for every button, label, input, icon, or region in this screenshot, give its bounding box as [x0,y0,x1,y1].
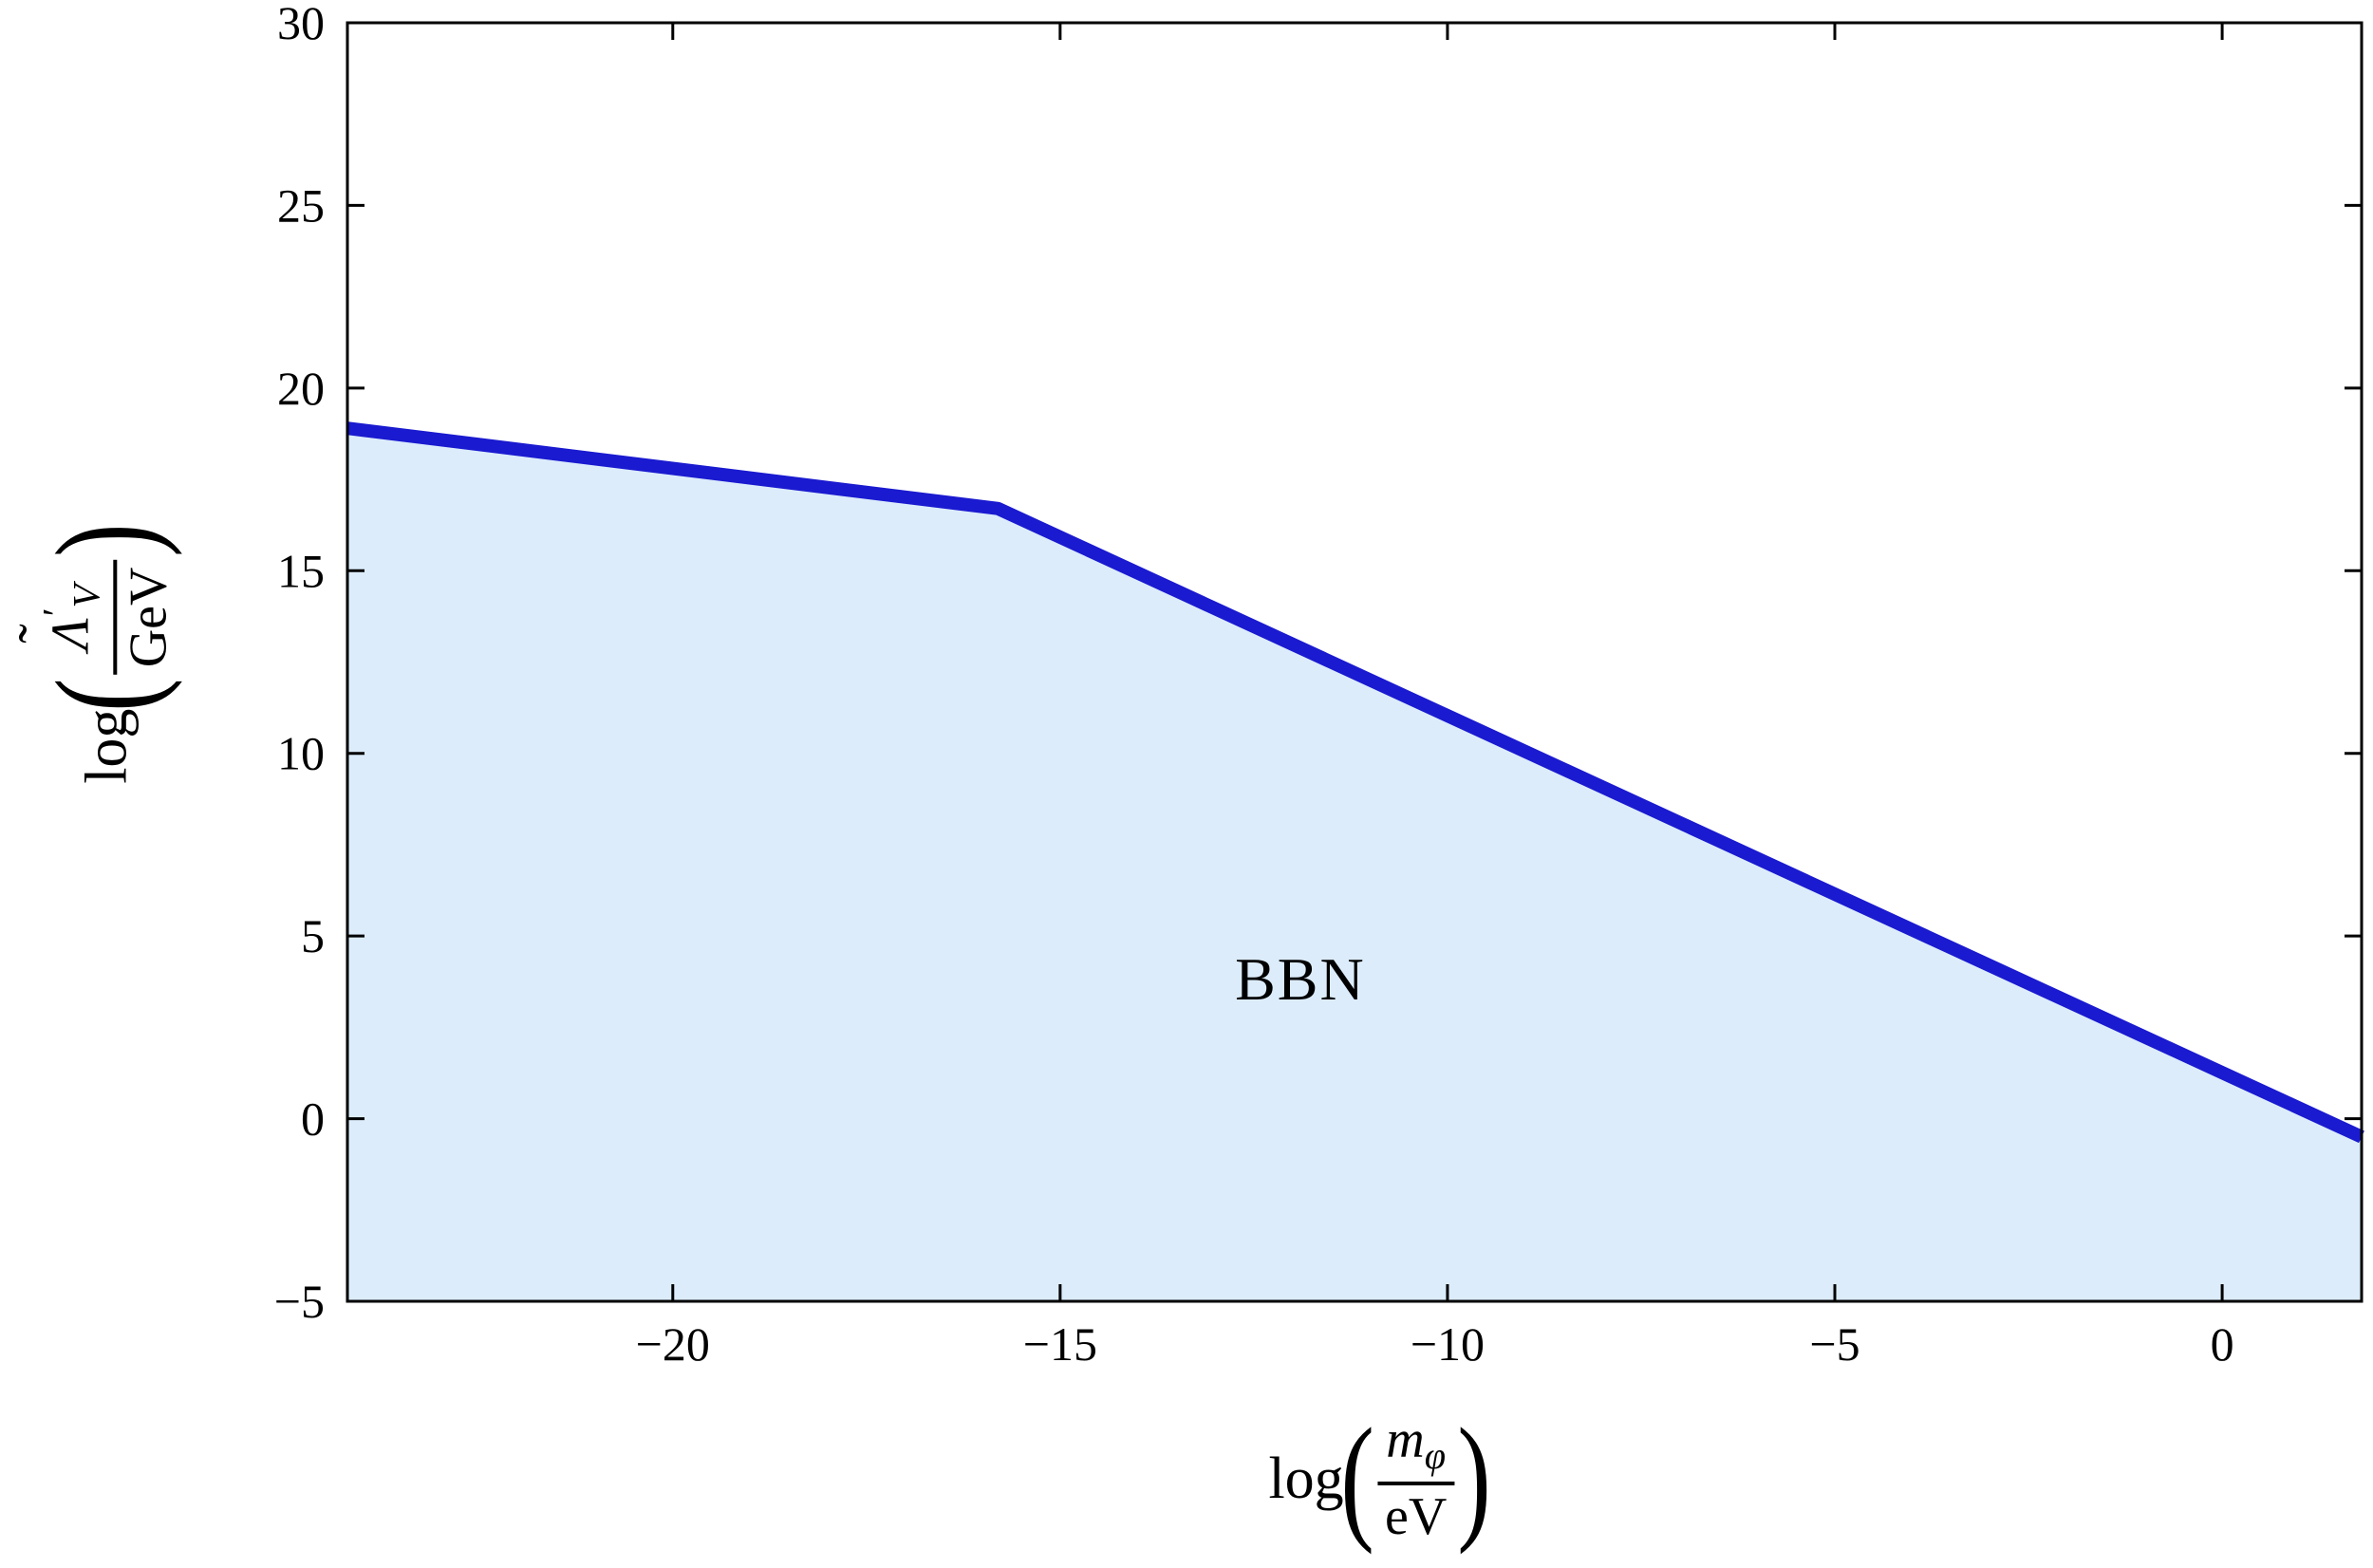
x-tick-label: −10 [1411,1317,1485,1371]
x-label-m: m [1386,1409,1425,1469]
y-label-denominator: GeV [118,567,178,668]
y-tick-label: −5 [274,1275,325,1328]
y-label-open-paren: ( [28,678,184,712]
x-label-numerator: mφ [1378,1409,1453,1477]
bbn-region-label: BBN [1235,945,1366,1014]
x-tick-label: 0 [2211,1317,2234,1371]
y-axis-label: log ( Λ ˜ ′V GeV ) [8,523,184,784]
x-label-log-text: log [1268,1447,1344,1511]
y-label-close-paren: ) [28,523,184,557]
x-axis-label: log ( mφ eV ) [1268,1400,1491,1557]
y-tick-label: 25 [277,178,325,232]
y-tick-label: 15 [277,544,325,597]
y-label-subscript: V [65,584,108,608]
x-tick-label: −15 [1023,1317,1097,1371]
x-label-denominator: eV [1384,1487,1448,1547]
bbn-boundary-line [346,421,2364,1144]
y-tick-label: 10 [277,727,325,780]
y-tick-label: 5 [301,909,325,962]
x-label-subscript: φ [1424,1433,1446,1477]
plot-frame [346,21,2364,1303]
x-label-fraction: mφ eV [1376,1409,1455,1547]
bbn-region-fill [347,428,2362,1302]
y-label-numerator: Λ ˜ ′V [8,577,108,658]
y-label-prime: ′ [34,607,78,617]
y-tick-label: 30 [277,0,325,49]
y-label-tilde-accent: ˜ [7,624,72,644]
x-tick-label: −20 [636,1317,710,1371]
x-label-close-paren: ) [1457,1400,1491,1557]
x-label-fraction-bar [1376,1482,1455,1486]
y-tick-label: 0 [301,1092,325,1146]
y-tick-label: 20 [277,362,325,415]
x-label-open-paren: ( [1340,1400,1375,1557]
y-label-fraction-bar [112,559,117,676]
y-label-fraction: Λ ˜ ′V GeV [8,559,178,676]
x-tick-label: −5 [1809,1317,1859,1371]
y-label-log-text: log [74,708,139,784]
